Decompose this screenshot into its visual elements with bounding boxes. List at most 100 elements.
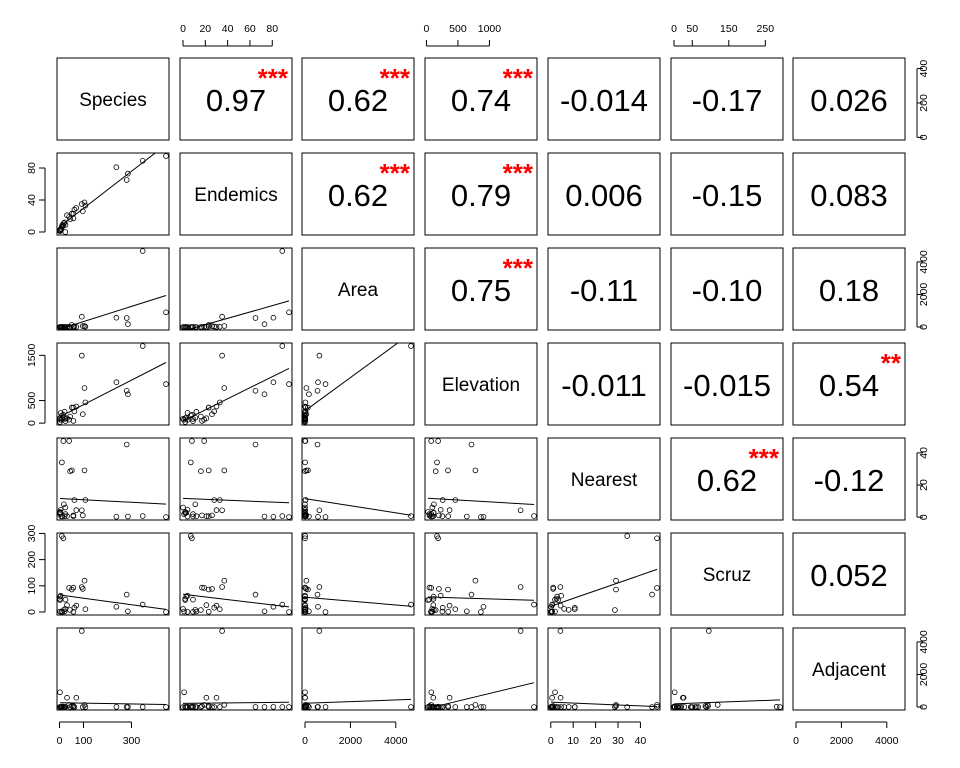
data-point [71,206,78,213]
data-point [302,399,309,406]
tick-label: 40 [918,447,930,459]
data-point [303,385,310,391]
data-point [558,592,564,599]
data-point [270,603,277,610]
significance-stars: *** [503,253,534,283]
panel-border [56,342,170,426]
data-point [302,416,308,422]
top-axis-endemics: 0 20 40 60 80 [180,23,278,47]
data-point [125,321,131,328]
data-point [435,438,441,444]
significance-stars: *** [258,63,289,93]
data-point [59,608,66,615]
tick-label: 80 [266,23,278,35]
tick-label: 20 [590,735,602,747]
panel-nearest-area [301,437,415,521]
data-point [654,585,660,591]
data-point [436,512,442,519]
correlation-value: 0.052 [810,558,888,593]
data-point [480,704,487,710]
fit-line [59,362,167,418]
data-point [189,411,195,418]
data-point [181,608,187,615]
panel-species-elevation: 0.74*** [424,57,538,141]
data-point [217,399,223,406]
panel-endemics-adjacent: 0.083 [792,152,906,236]
data-point [302,411,308,418]
data-point [67,607,73,613]
panel-nearest-scruz: 0.62*** [670,437,784,521]
data-point [322,381,329,387]
data-point [316,352,323,359]
data-point [217,606,223,612]
data-point [552,608,558,615]
correlation-value: 0.79 [451,178,511,213]
correlation-value: -0.11 [570,273,638,308]
tick-label: 300 [123,735,141,747]
bottom-axis-adjacent: 0 2000 4000 [793,721,899,747]
data-point [57,689,63,696]
data-point [189,535,195,542]
data-point [517,584,524,590]
data-point [468,591,475,598]
data-point [217,704,223,710]
data-point [306,608,312,615]
data-point [408,343,414,349]
tick-label: 1000 [478,23,502,35]
variable-label: Adjacent [812,660,887,681]
correlation-value: -0.17 [692,83,763,118]
data-point [445,467,451,474]
significance-stars: *** [503,158,534,188]
data-point [302,408,308,415]
significance-stars: ** [881,348,902,378]
fit-line [427,682,535,709]
tick-label: 500 [449,23,467,35]
significance-stars: *** [380,158,411,188]
data-point [69,210,75,217]
data-point [113,513,120,520]
tick-label: 30 [612,735,624,747]
data-point [430,596,437,602]
panel-border [301,57,415,141]
data-point [66,585,72,591]
data-point [315,379,321,386]
data-point [302,438,308,444]
fit-line [550,568,658,607]
tick-label: 20 [918,479,930,491]
data-point [64,694,70,701]
right-axis-nearest: 0 20 40 [916,447,930,520]
data-point [302,504,308,511]
data-point [314,441,321,448]
data-point [302,497,309,503]
data-point [468,704,475,710]
data-point [302,689,308,696]
data-point [305,586,311,593]
tick-label: 0 [793,735,799,747]
data-point [435,535,441,542]
data-point [219,628,225,634]
data-point [557,584,564,590]
data-point [439,513,446,519]
data-point [79,628,85,634]
tick-label: 2000 [918,283,930,307]
fit-line [182,367,290,422]
panel-endemics-nearest: 0.006 [547,152,661,236]
correlation-value: 0.006 [565,178,643,213]
data-point [302,459,308,466]
data-point [139,513,146,519]
panel-area-nearest: -0.11 [547,247,661,331]
panel-border [301,437,415,521]
data-point [478,704,484,710]
tick-label: 0 [918,134,930,140]
data-point [80,411,86,418]
panel-adjacent-nearest [547,627,661,711]
panel-border [424,342,538,426]
data-point [62,229,69,235]
data-point [80,512,86,519]
data-point [60,501,67,508]
data-point [81,323,88,329]
data-point [612,607,618,613]
tick-label: 0 [57,735,63,747]
data-point [439,497,446,503]
correlation-value: 0.083 [810,178,888,213]
